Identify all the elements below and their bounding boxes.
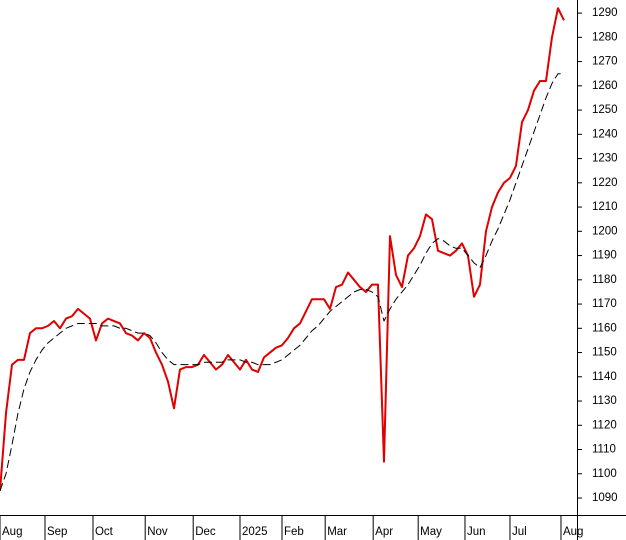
x-tick-label: Apr (375, 526, 393, 538)
x-tick-label: Mar (327, 526, 347, 538)
y-tick-label: 1200 (592, 225, 618, 237)
y-tick-label: 1220 (592, 177, 618, 189)
x-tick-label: Jul (512, 526, 527, 538)
y-tick-label: 1100 (592, 468, 617, 480)
y-tick-label: 1170 (592, 298, 617, 310)
series-line (0, 73, 564, 491)
x-tick-label: Nov (147, 526, 168, 538)
y-tick-label: 1240 (592, 128, 618, 140)
series-line (0, 7, 565, 491)
x-tick-label: Dec (195, 526, 216, 538)
y-tick-label: 1110 (592, 444, 616, 456)
y-tick-label: 1090 (592, 492, 618, 504)
y-tick-label: 1270 (592, 56, 618, 68)
y-tick-label: 1120 (592, 419, 617, 431)
x-tick-label: Sep (47, 526, 67, 538)
y-tick-label: 1150 (592, 347, 617, 359)
x-tick-label: Jun (467, 526, 486, 538)
y-tick-label: 1230 (592, 153, 618, 165)
x-tick-label: Feb (284, 526, 304, 538)
y-tick-label: 1210 (592, 201, 618, 213)
x-tick-label: May (420, 526, 442, 538)
y-tick-label: 1130 (592, 395, 617, 407)
y-tick-label: 1190 (592, 250, 617, 262)
x-tick-label: Aug (2, 526, 22, 538)
y-tick-label: 1280 (592, 31, 618, 43)
y-tick-label: 1160 (592, 322, 617, 334)
y-tick-label: 1180 (592, 274, 617, 286)
y-tick-label: 1290 (592, 7, 618, 19)
y-tick-label: 1140 (592, 371, 617, 383)
x-tick-label: Oct (95, 526, 114, 538)
y-tick-label: 1250 (592, 104, 618, 116)
x-tick-label: 2025 (242, 526, 268, 538)
x-tick-label: Aug (563, 526, 583, 538)
y-tick-label: 1260 (592, 80, 618, 92)
